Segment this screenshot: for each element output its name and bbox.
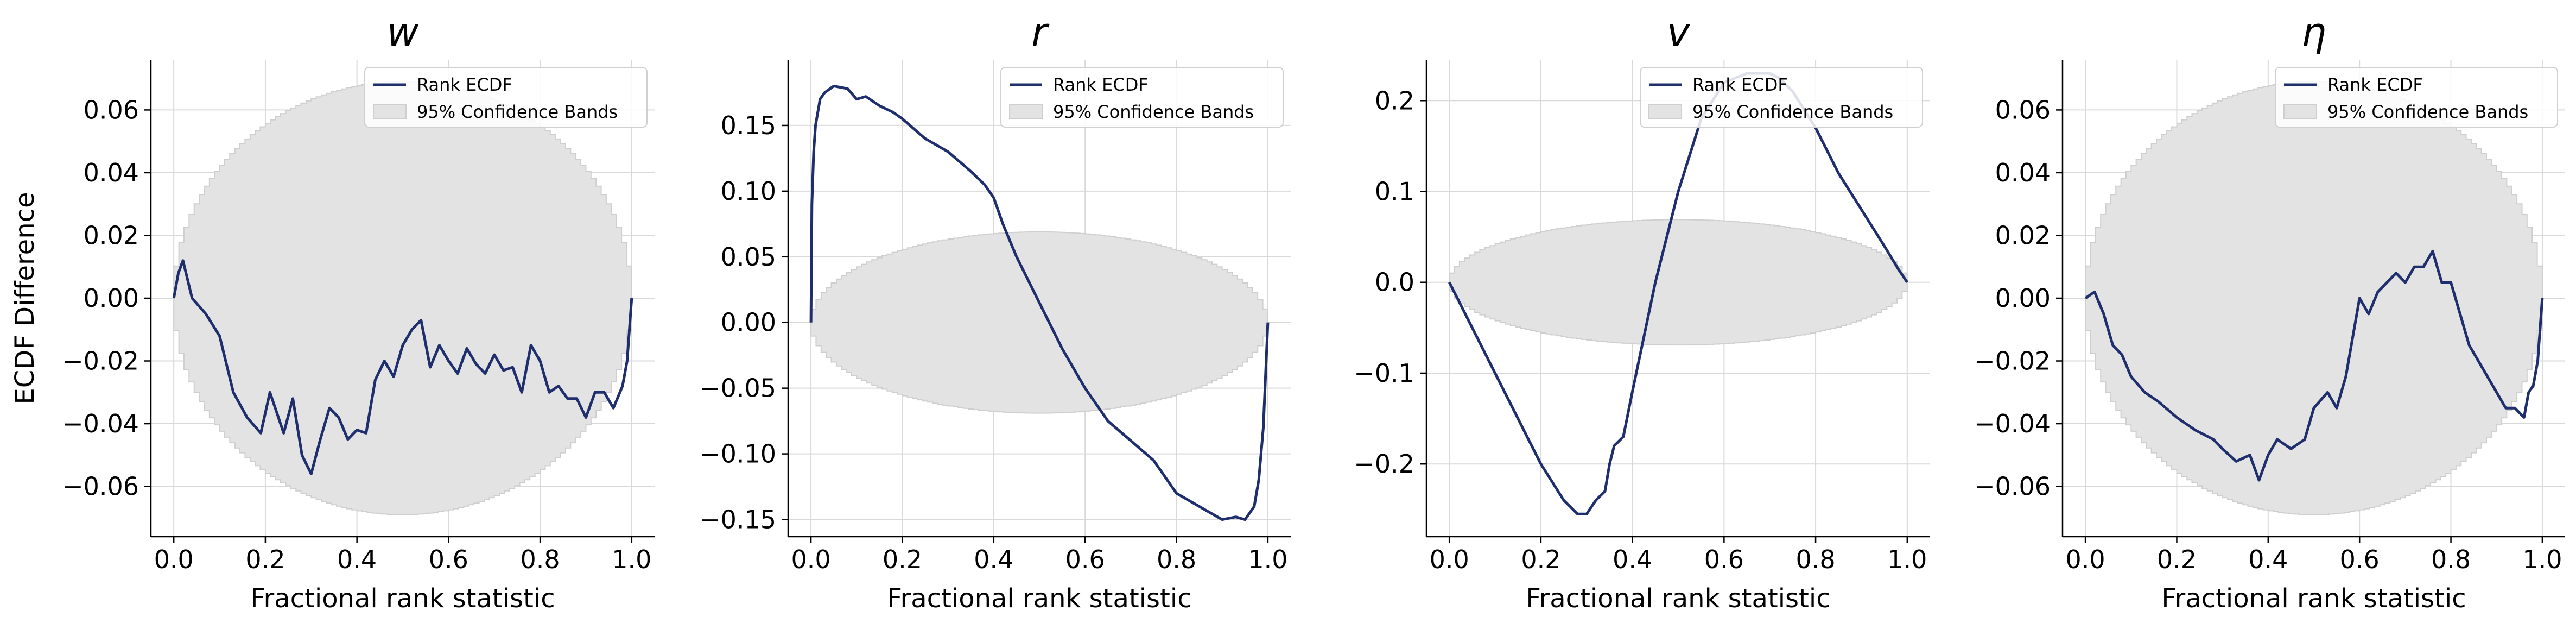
- x-tick-label: 0.8: [521, 545, 560, 574]
- y-tick-label: 0.02: [1995, 221, 2051, 250]
- chart-title: v: [1667, 9, 1691, 55]
- y-tick-label: −0.04: [62, 409, 139, 438]
- legend: Rank ECDF 95% Confidence Bands: [364, 67, 648, 128]
- legend-label-confidence-bands: 95% Confidence Bands: [2327, 102, 2528, 122]
- x-tick-label: 0.8: [1157, 545, 1196, 574]
- x-tick-label: 0.6: [1065, 545, 1105, 574]
- legend: Rank ECDF 95% Confidence Bands: [1640, 67, 1923, 128]
- chart-panel-2: 0.0 0.2 0.4 0.6 0.8 1.0 −0.15 −0.10 −0.05 0.00 0.0…: [700, 9, 1291, 614]
- y-tick-label: 0.1: [1375, 177, 1414, 206]
- y-tick-label: 0.04: [1995, 158, 2051, 187]
- legend: Rank ECDF 95% Confidence Bands: [1000, 67, 1284, 128]
- x-tick-label: 0.4: [2248, 545, 2288, 574]
- y-tick-label: −0.05: [700, 374, 776, 403]
- legend-label-confidence-bands: 95% Confidence Bands: [1692, 102, 1893, 122]
- y-tick-label: −0.2: [1354, 449, 1414, 479]
- x-tick-label: 0.6: [2340, 545, 2380, 574]
- y-tick-label: −0.10: [700, 439, 776, 469]
- x-tick-label: 0.6: [1704, 545, 1744, 574]
- legend: Rank ECDF 95% Confidence Bands: [2275, 67, 2558, 128]
- y-tick-label: −0.02: [62, 347, 139, 376]
- legend-box: [364, 67, 648, 128]
- rank-ecdf-line: [1448, 72, 1908, 515]
- y-tick-label: 0.04: [84, 158, 139, 187]
- y-tick-label: −0.06: [62, 472, 139, 501]
- rank-ecdf-line: [172, 259, 633, 475]
- legend-box: [1640, 67, 1923, 128]
- chart-panel-3: 0.0 0.2 0.4 0.6 0.8 1.0 −0.2 −0.1 0.0 0.1 0.2 v Frac…: [1354, 9, 1930, 614]
- x-tick-label: 0.2: [883, 545, 922, 574]
- legend-band-swatch: [1009, 104, 1043, 119]
- x-tick-label: 0.0: [2066, 545, 2105, 574]
- x-tick-label: 0.4: [1613, 545, 1652, 574]
- y-tick-label: 0.00: [1995, 284, 2051, 313]
- chart-panel-4: 0.0 0.2 0.4 0.6 0.8 1.0 −0.06 −0.04 −0.02 0.00 0.0…: [1974, 9, 2565, 614]
- y-tick-label: 0.02: [84, 221, 139, 250]
- x-tick-label: 0.0: [791, 545, 831, 574]
- rank-ecdf-line: [2084, 249, 2544, 482]
- x-tick-label: 0.0: [154, 545, 194, 574]
- legend-band-swatch: [1648, 104, 1682, 119]
- y-tick-label: −0.15: [700, 505, 776, 534]
- confidence-band: [2085, 81, 2543, 515]
- legend-label-confidence-bands: 95% Confidence Bands: [1053, 102, 1254, 122]
- chart-title: η: [2301, 9, 2326, 55]
- legend-label-rank-ecdf: Rank ECDF: [1692, 74, 1788, 95]
- y-tick-label: 0.2: [1375, 86, 1414, 115]
- y-tick-label: −0.06: [1974, 472, 2051, 501]
- x-tick-label: 0.2: [1521, 545, 1560, 574]
- y-tick-label: 0.15: [721, 111, 776, 140]
- confidence-band: [173, 81, 632, 515]
- y-tick-label: 0.00: [721, 308, 776, 337]
- y-tick-label: −0.02: [1974, 347, 2051, 376]
- confidence-band: [1449, 219, 1908, 346]
- confidence-band: [810, 231, 1268, 414]
- legend-box: [2275, 67, 2558, 128]
- y-tick-label: 0.06: [1995, 95, 2051, 124]
- legend-band-swatch: [373, 104, 407, 119]
- legend-label-rank-ecdf: Rank ECDF: [417, 74, 512, 95]
- y-tick-label: 0.10: [721, 177, 776, 206]
- x-tick-label: 0.2: [245, 545, 285, 574]
- x-tick-label: 1.0: [2522, 545, 2562, 574]
- x-axis-label: Fractional rank statistic: [1526, 583, 1830, 614]
- rank-ecdf-line: [809, 84, 1270, 521]
- chart-title: r: [1031, 9, 1050, 55]
- x-tick-label: 0.2: [2157, 545, 2197, 574]
- legend-label-rank-ecdf: Rank ECDF: [2327, 74, 2423, 95]
- legend-label-rank-ecdf: Rank ECDF: [1053, 74, 1149, 95]
- y-tick-label: 0.05: [721, 242, 776, 272]
- y-tick-label: 0.06: [84, 95, 139, 124]
- x-axis-label: Fractional rank statistic: [2161, 583, 2466, 614]
- legend-label-confidence-bands: 95% Confidence Bands: [417, 102, 618, 122]
- y-axis-label: ECDF Difference: [10, 192, 40, 404]
- x-tick-label: 0.4: [337, 545, 377, 574]
- chart-panel-1: 0.0 0.2 0.4 0.6 0.8 1.0 −0.06 −0.04 −0.02 0.00 0.0…: [10, 9, 655, 614]
- x-tick-label: 0.8: [1796, 545, 1836, 574]
- x-axis-label: Fractional rank statistic: [250, 583, 555, 614]
- y-tick-label: 0.00: [84, 284, 139, 313]
- legend-box: [1000, 67, 1284, 128]
- legend-band-swatch: [2283, 104, 2317, 119]
- y-tick-label: 0.0: [1375, 268, 1414, 297]
- chart-title: w: [387, 9, 419, 55]
- x-tick-label: 0.6: [429, 545, 468, 574]
- y-tick-label: −0.1: [1354, 358, 1414, 388]
- x-tick-label: 1.0: [1248, 545, 1287, 574]
- x-axis-label: Fractional rank statistic: [887, 583, 1191, 614]
- x-tick-label: 0.0: [1430, 545, 1469, 574]
- x-tick-label: 1.0: [612, 545, 651, 574]
- x-tick-label: 0.8: [2431, 545, 2471, 574]
- y-tick-label: −0.04: [1974, 409, 2051, 438]
- x-tick-label: 0.4: [974, 545, 1013, 574]
- x-tick-label: 1.0: [1887, 545, 1927, 574]
